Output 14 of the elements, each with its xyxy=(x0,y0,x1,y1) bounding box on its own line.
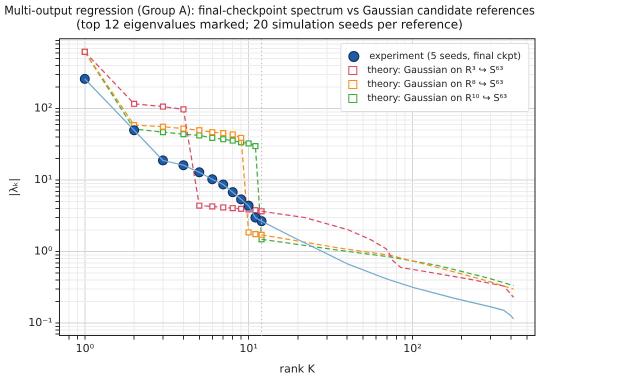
legend-label: theory: Gaussian on R⁸ ↪ S⁶³ xyxy=(367,78,504,90)
y-axis-title: |λₖ| xyxy=(7,178,20,197)
y-tick-label: 10¹ xyxy=(34,173,52,186)
y-tick-label: 10⁰ xyxy=(34,244,53,258)
y-tick-label: 10² xyxy=(34,102,52,115)
x-axis-title: rank K xyxy=(280,362,316,376)
y-tick-label: 10⁻¹ xyxy=(28,316,52,330)
x-tick-label: 10¹ xyxy=(239,342,258,356)
legend-label: theory: Gaussian on R³ ↪ S⁶³ xyxy=(367,64,504,76)
x-tick-label: 10⁰ xyxy=(76,342,95,356)
legend-label: theory: Gaussian on R¹⁰ ↪ S⁶³ xyxy=(367,92,508,104)
legend-label: experiment (5 seeds, final ckpt) xyxy=(369,50,521,62)
x-tick-label: 10² xyxy=(403,342,422,356)
chart-title: Multi-output regression (Group A): final-checkpoint spectrum vs Gaussian candidate references (top 12 eigenvalues marked; 20 simulation seeds per reference) xyxy=(4,2,535,32)
